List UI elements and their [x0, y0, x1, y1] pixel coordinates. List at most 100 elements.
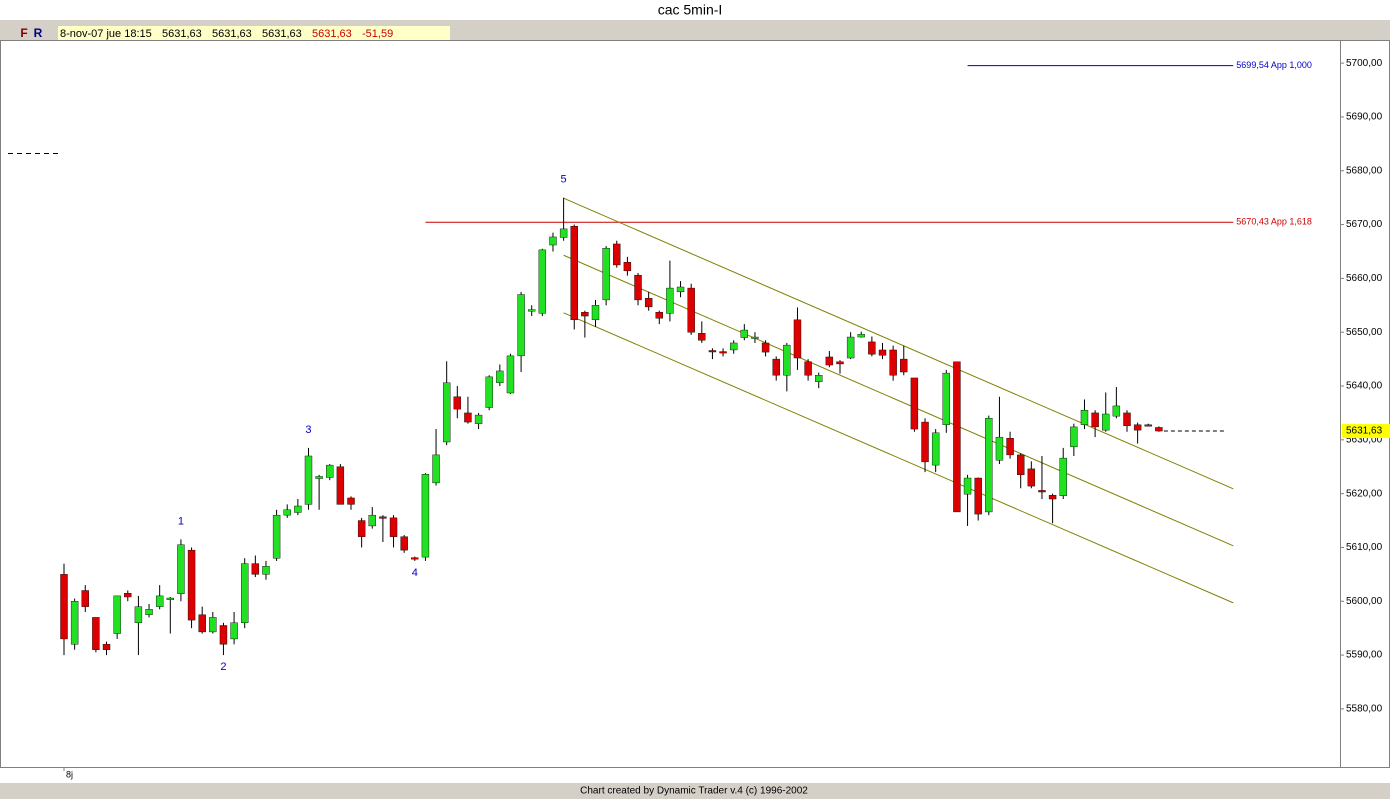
candle-body: [1048, 495, 1057, 500]
candle-body: [825, 356, 834, 366]
candle-body: [687, 287, 695, 333]
candle-body: [60, 574, 68, 640]
candle-body: [81, 590, 89, 607]
candle-body: [315, 476, 323, 479]
level-label: 5699,54 App 1,000: [1236, 60, 1312, 70]
candle-body: [1059, 457, 1067, 496]
toolbar-button[interactable]: F: [20, 26, 27, 40]
y-tick-label: 5670,00: [1346, 219, 1383, 230]
candle-body: [453, 396, 462, 410]
candle-body: [793, 319, 802, 359]
candle-body: [985, 418, 993, 513]
candle-body: [676, 286, 685, 293]
candle-body: [974, 477, 982, 515]
candle-body: [708, 350, 717, 353]
candle-body: [719, 351, 727, 354]
candle-body: [442, 382, 451, 443]
candle-body: [963, 477, 972, 495]
candle-body: [910, 377, 919, 430]
candle-body: [474, 414, 483, 424]
candle-body: [900, 358, 908, 373]
candle-body: [528, 309, 536, 312]
footer: Chart created by Dynamic Trader v.4 (c) …: [580, 786, 808, 797]
candle-body: [262, 566, 270, 575]
quote-value: 8-nov-07 jue 18:15: [60, 28, 152, 40]
candle-body: [644, 298, 653, 308]
wave-label: 5: [561, 174, 567, 186]
y-tick-label: 5600,00: [1346, 596, 1383, 607]
candle-body: [772, 358, 780, 376]
candle-body: [70, 601, 79, 645]
candle-body: [729, 342, 738, 351]
candle-body: [166, 597, 175, 600]
candle-body: [145, 609, 153, 615]
candle-body: [368, 514, 376, 527]
candle-body: [1006, 438, 1014, 456]
last-price-box: [1342, 424, 1390, 439]
candle-body: [177, 544, 185, 594]
toolbar-button[interactable]: R: [34, 26, 43, 40]
candle-body: [931, 432, 940, 466]
candle-body: [517, 294, 525, 357]
candle-body: [623, 262, 632, 272]
y-tick-label: 5650,00: [1346, 327, 1383, 338]
candle-body: [857, 334, 865, 338]
wave-label: 2: [220, 661, 226, 673]
candle-body: [294, 505, 302, 513]
candle-body: [379, 516, 387, 519]
candle-body: [878, 349, 887, 356]
chart-title: cac 5min-I: [658, 2, 723, 18]
candle-body: [506, 355, 515, 394]
x-tick-label: 8j: [66, 769, 73, 779]
candle-body: [815, 375, 823, 382]
candle-body: [92, 617, 100, 650]
candle-body: [751, 336, 759, 339]
candle-body: [1038, 490, 1046, 493]
candle-body: [1017, 454, 1025, 476]
candle-body: [740, 329, 749, 338]
wave-label: 3: [305, 424, 311, 436]
candle-body: [549, 236, 557, 246]
wave-label: 1: [178, 515, 184, 527]
candle-body: [783, 344, 791, 376]
footer-bar: [0, 783, 1390, 799]
candle-body: [995, 436, 1004, 461]
candle-body: [602, 248, 610, 301]
candle-body: [942, 372, 950, 425]
y-tick-label: 5640,00: [1346, 381, 1383, 392]
candle-body: [581, 312, 589, 317]
candle-body: [496, 370, 504, 383]
candle-body: [432, 454, 440, 484]
channel-line: [563, 312, 1234, 604]
candle-body: [219, 625, 228, 645]
candle-body: [241, 563, 249, 623]
candle-body: [953, 361, 961, 513]
y-tick-label: 5610,00: [1346, 542, 1383, 553]
channel-line: [563, 197, 1234, 490]
candle-body: [804, 361, 812, 376]
candle-body: [113, 595, 121, 634]
candle-body: [187, 549, 196, 621]
candle-body: [1080, 410, 1089, 425]
candle-body: [336, 466, 345, 505]
candle-body: [464, 412, 472, 423]
quote-value: 5631,63: [162, 28, 202, 40]
candle-body: [666, 287, 674, 314]
candle-body: [230, 622, 238, 640]
y-tick-label: 5700,00: [1346, 58, 1383, 69]
candle-body: [1144, 424, 1152, 427]
wave-label: 4: [412, 567, 418, 579]
candle-body: [272, 514, 281, 559]
candle-body: [124, 592, 132, 598]
candle-body: [921, 421, 929, 463]
channel-line: [563, 254, 1234, 547]
candle-body: [1123, 412, 1131, 427]
candle-body: [421, 474, 430, 558]
candle-body: [613, 243, 621, 266]
candle-body: [389, 517, 398, 537]
candle-body: [698, 333, 706, 341]
last-price-label: 5631,63: [1346, 426, 1383, 437]
candle-body: [347, 497, 355, 505]
